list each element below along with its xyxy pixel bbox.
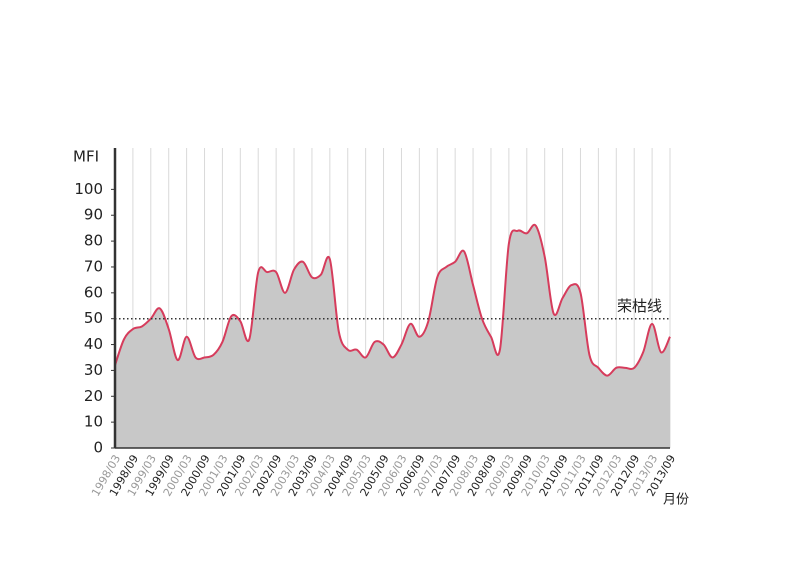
y-tick-label: 10	[84, 413, 103, 431]
y-tick-label: 30	[84, 361, 103, 379]
line	[114, 223, 671, 377]
y-tick-label: 70	[84, 257, 103, 275]
y-axis-label: MFI	[73, 148, 99, 166]
y-tick-label: 90	[84, 206, 103, 224]
x-axis-label: 月份	[663, 493, 689, 508]
y-tick-label: 60	[84, 283, 103, 301]
reference-label: 荣枯线	[617, 297, 662, 315]
y-tick-label: 40	[84, 335, 103, 353]
y-tick-label: 20	[84, 387, 103, 405]
y-tick-label: 80	[84, 232, 103, 250]
y-tick-label: 100	[74, 180, 103, 198]
y-tick-label: 50	[84, 309, 103, 327]
y-tick-label: 0	[93, 439, 103, 457]
area	[115, 224, 670, 448]
